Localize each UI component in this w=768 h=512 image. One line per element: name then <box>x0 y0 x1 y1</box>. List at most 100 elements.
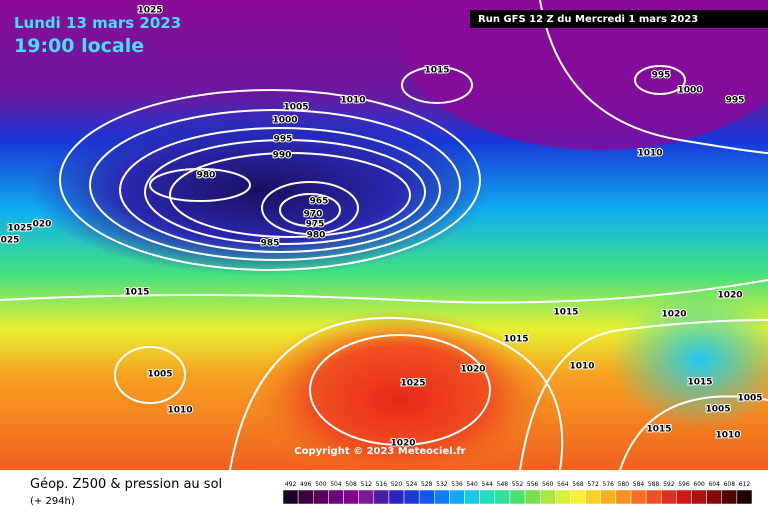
scale-swatch <box>328 489 344 505</box>
scale-swatch <box>343 489 359 505</box>
isobar-label: 1010 <box>637 149 662 159</box>
isobar-label: 1025 <box>137 6 162 16</box>
scale-swatch <box>282 489 299 505</box>
trough <box>610 290 768 430</box>
isobar-label: 1020 <box>661 310 686 320</box>
scale-label: 552 <box>512 481 524 488</box>
scale-swatch <box>388 489 405 505</box>
isobar-label: 995 <box>274 135 293 145</box>
scale-label: 508 <box>345 481 357 488</box>
isobar-label: 020 <box>33 220 52 230</box>
scale-swatch <box>418 489 435 505</box>
scale-label: 548 <box>497 481 509 488</box>
scale-label: 596 <box>678 481 690 488</box>
scale-label: 544 <box>482 481 494 488</box>
scale-label: 600 <box>693 481 705 488</box>
scale-label: 588 <box>648 481 660 488</box>
isobar-label: 1010 <box>167 406 192 416</box>
run-box <box>470 10 768 28</box>
scale-label: 576 <box>603 481 615 488</box>
isobar-label: 1020 <box>390 439 415 449</box>
scale-label: 568 <box>572 481 584 488</box>
scale-label: 564 <box>557 481 569 488</box>
scale-label: 504 <box>330 481 342 488</box>
scale-label: 572 <box>587 481 599 488</box>
scale-swatch <box>555 489 571 505</box>
isobar-label: 1005 <box>705 405 730 415</box>
scale-swatch <box>509 489 526 505</box>
scale-label: 560 <box>542 481 554 488</box>
scale-label: 540 <box>466 481 478 488</box>
scale-label: 580 <box>618 481 630 488</box>
color-scale: 492 496 500 504 508 512 516 520 524 528 532 536 540 5… <box>282 481 753 505</box>
scale-label: 500 <box>315 481 327 488</box>
scale-label: 608 <box>724 481 736 488</box>
isobar-label: 1015 <box>124 288 149 298</box>
isobar-label: 1000 <box>677 86 702 96</box>
isobar-label: 1010 <box>569 362 594 372</box>
isobar-label: 980 <box>307 231 326 241</box>
scale-label: 528 <box>421 481 433 488</box>
scale-swatch <box>313 489 329 505</box>
isobar-label: 1010 <box>715 431 740 441</box>
copyright: Copyright © 2023 Meteociel.fr <box>294 446 465 457</box>
scale-swatch <box>434 489 450 505</box>
scale-swatch <box>615 489 632 505</box>
isobar-label: 1005 <box>737 394 762 404</box>
isobar-label: 1015 <box>503 335 528 345</box>
scale-swatch <box>706 489 722 505</box>
isobar-label: 995 <box>652 71 671 81</box>
scale-label: 604 <box>708 481 720 488</box>
isobar-label: 1015 <box>687 378 712 388</box>
scale-swatch <box>358 489 375 505</box>
isobar-label: 1005 <box>283 103 308 113</box>
scale-label: 516 <box>376 481 388 488</box>
scale-swatch <box>736 489 753 505</box>
isobar-label: 025 <box>1 236 20 246</box>
scale-label: 532 <box>436 481 448 488</box>
scale-swatch <box>585 489 601 505</box>
run-info: Run GFS 12 Z du Mercredi 1 mars 2023 <box>478 14 698 25</box>
isobar-label: 1020 <box>460 365 485 375</box>
footer-title: Géop. Z500 & pression au sol <box>30 477 222 492</box>
isobar-label: 1015 <box>424 66 449 76</box>
scale-swatch <box>297 489 314 505</box>
scale-swatch <box>494 489 511 505</box>
scale-swatch <box>373 489 390 505</box>
isobar-label: 1015 <box>553 308 578 318</box>
isobar-label: 1015 <box>646 425 671 435</box>
scale-label: 556 <box>527 481 539 488</box>
isobar-label: 1025 <box>7 224 32 234</box>
isobar-label: 965 <box>310 197 329 207</box>
scale-swatch <box>479 489 496 505</box>
scale-label: 524 <box>406 481 418 488</box>
scale-swatch <box>676 489 692 505</box>
local-time: 19:00 locale <box>14 35 144 57</box>
scale-label: 592 <box>663 481 675 488</box>
scale-swatch <box>630 489 647 505</box>
scale-swatch <box>721 489 738 505</box>
isobar-label: 1010 <box>340 96 365 106</box>
scale-swatch <box>570 489 586 505</box>
scale-label: 584 <box>633 481 645 488</box>
isobar-label: 975 <box>306 220 325 230</box>
scale-swatch <box>600 489 617 505</box>
scale-label: 492 <box>285 481 297 488</box>
scale-label: 612 <box>739 481 751 488</box>
scale-swatch <box>645 489 662 505</box>
isobar-label: 1000 <box>272 116 297 126</box>
isobar-label: 985 <box>261 239 280 249</box>
isobar-label: 990 <box>273 151 292 161</box>
field <box>400 0 768 150</box>
high <box>250 310 550 490</box>
scale-swatch <box>403 489 420 505</box>
scale-swatch <box>660 489 677 505</box>
isobar-label: 970 <box>304 210 323 220</box>
date: Lundi 13 mars 2023 <box>14 14 181 32</box>
scale-swatch <box>524 489 541 505</box>
scale-label: 512 <box>360 481 372 488</box>
footer-lead: (+ 294h) <box>30 496 75 507</box>
scale-label: 520 <box>391 481 403 488</box>
